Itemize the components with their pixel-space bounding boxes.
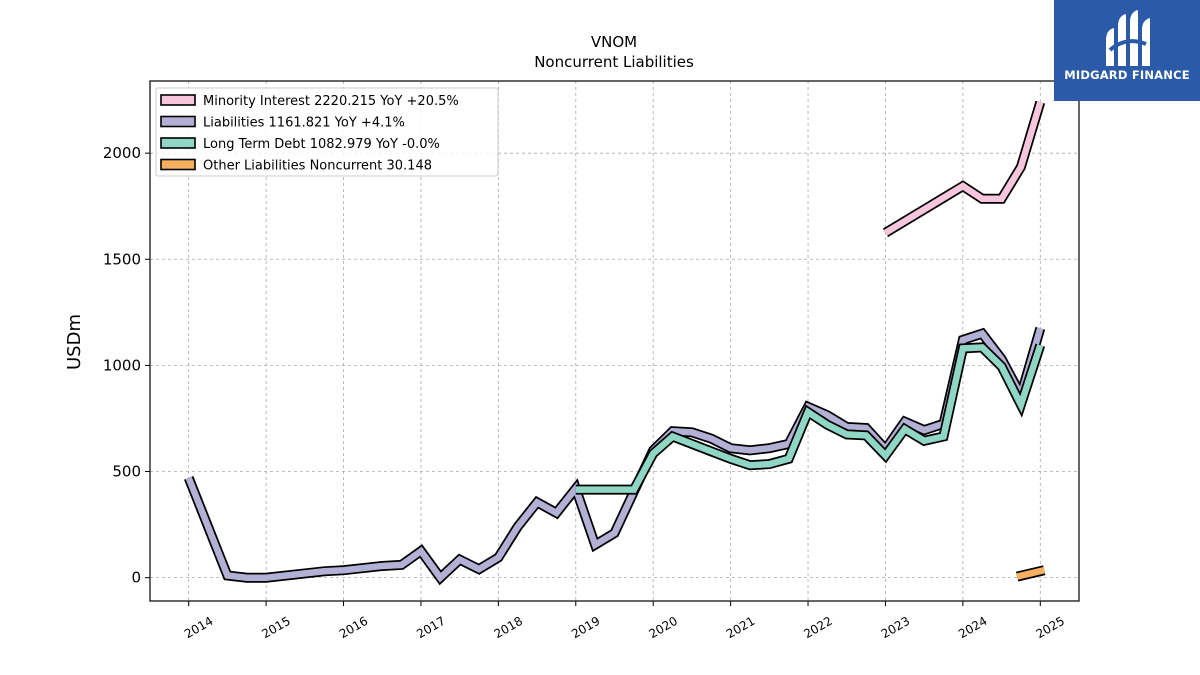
x-tick-label: 2015 <box>259 614 292 641</box>
series-line-long-term-debt <box>575 344 1044 493</box>
legend-entry: Liabilities 1161.821 YoY +4.1% <box>203 116 405 131</box>
x-tick-label: 2016 <box>337 614 370 641</box>
x-tick-label: 2014 <box>182 614 215 641</box>
legend-entry: Other Liabilities Noncurrent 30.148 <box>203 159 432 174</box>
x-tick-label: 2024 <box>956 614 989 641</box>
x-tick-label: 2018 <box>492 614 525 641</box>
legend-swatch <box>160 137 196 149</box>
brand-name: MIDGARD FINANCE <box>1064 68 1190 82</box>
series-group <box>184 100 1046 586</box>
legend-swatch <box>160 115 196 128</box>
y-axis: 0 500 1000 1500 2000 <box>103 144 150 587</box>
x-tick-label: 2023 <box>879 614 912 641</box>
series-line-other-liabilities-noncurrent <box>1016 567 1045 580</box>
legend-swatch <box>160 158 196 171</box>
chart-title: VNOM <box>591 33 637 51</box>
midgard-logo-icon <box>1106 10 1150 66</box>
y-tick-label: 500 <box>112 463 141 481</box>
y-tick-label: 2000 <box>103 144 141 162</box>
legend-box <box>155 87 499 177</box>
y-tick-label: 1500 <box>103 250 141 268</box>
legend-swatch <box>160 94 196 106</box>
x-tick-label: 2025 <box>1034 614 1067 641</box>
brand-logo: MIDGARD FINANCE <box>1054 0 1200 101</box>
grid-lines <box>150 81 1079 601</box>
x-tick-label: 2019 <box>569 614 602 641</box>
y-tick-label: 0 <box>131 569 141 587</box>
x-tick-label: 2020 <box>646 614 679 641</box>
x-tick-label: 2022 <box>801 614 834 641</box>
x-tick-label: 2017 <box>414 614 447 641</box>
plot-frame <box>149 80 1080 602</box>
x-tick-label: 2021 <box>724 614 757 641</box>
chart-subtitle: Noncurrent Liabilities <box>534 53 694 71</box>
x-axis: 2014 2015 2016 2017 2018 2019 2020 2021 2022 2023… <box>182 601 1067 641</box>
legend-entry: Long Term Debt 1082.979 YoY -0.0% <box>203 137 440 152</box>
y-tick-label: 1000 <box>103 356 141 374</box>
y-axis-label: USDm <box>64 314 85 370</box>
legend: Minority Interest 2220.215 YoY +20.5% Lia… <box>155 87 499 177</box>
legend-entry: Minority Interest 2220.215 YoY +20.5% <box>203 94 459 109</box>
series-line-minority-interest <box>883 101 1044 236</box>
